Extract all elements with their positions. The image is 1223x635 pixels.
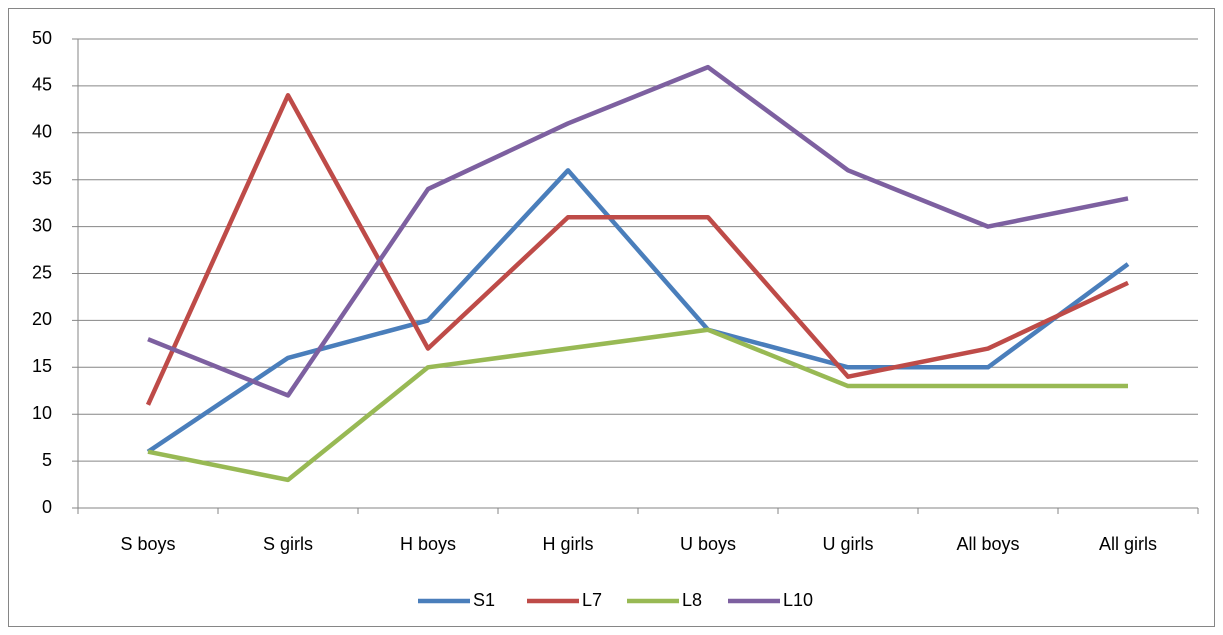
x-tick-label: U girls [822, 534, 873, 554]
series-line [145, 93, 1129, 406]
x-tick-label: U boys [680, 534, 736, 554]
series-line [147, 64, 1129, 398]
legend-label: L7 [582, 590, 602, 610]
x-tick-label: H boys [400, 534, 456, 554]
legend-label: L10 [783, 590, 813, 610]
y-tick-label: 45 [32, 75, 52, 95]
legend-label: S1 [473, 590, 495, 610]
x-tick-label: All girls [1099, 534, 1157, 554]
x-tick-label: H girls [542, 534, 593, 554]
x-tick-label: S girls [263, 534, 313, 554]
y-tick-label: 40 [32, 122, 52, 142]
x-tick-label: S boys [120, 534, 175, 554]
legend-label: L8 [682, 590, 702, 610]
y-tick-label: 50 [32, 28, 52, 48]
series-line [147, 327, 1128, 483]
y-tick-label: 10 [32, 403, 52, 423]
y-tick-label: 35 [32, 168, 52, 188]
x-tick-label: All boys [956, 534, 1019, 554]
chart-border [8, 8, 1215, 627]
y-tick-label: 15 [32, 356, 52, 376]
y-tick-label: 30 [32, 215, 52, 235]
series-line [146, 168, 1130, 454]
y-tick-label: 25 [32, 262, 52, 282]
y-tick-label: 5 [42, 450, 52, 470]
y-tick-label: 20 [32, 309, 52, 329]
y-tick-label: 0 [42, 497, 52, 517]
